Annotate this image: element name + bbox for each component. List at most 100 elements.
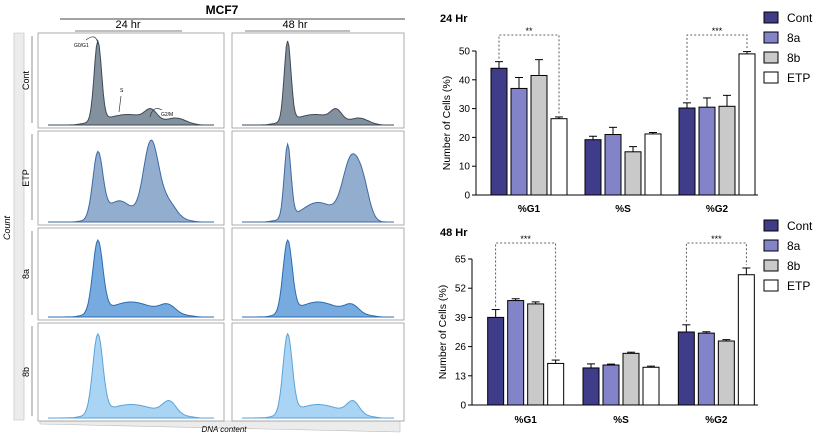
significance-bracket [686,34,748,100]
row-label: 8a [21,269,31,279]
category-label: %S [615,204,631,215]
bar [737,274,755,406]
bar [547,362,565,406]
time-label-24: 24 hr [115,19,140,31]
legend-label: 8b [787,259,801,273]
y-tick-label: 30 [459,104,471,115]
category-label: %G1 [518,204,541,215]
bar-chart-48hr: 48 Hr 0 13 26 39 52 65 Number of Cells (%) %G1 %S… [437,219,813,426]
bar [622,352,640,406]
category-label: %G2 [706,204,729,215]
legend-label: Cont [787,219,813,233]
dna-axis-label: DNA content [201,425,247,434]
histogram-curve [48,39,214,126]
bar [698,106,716,196]
category-label: %G1 [515,415,538,426]
category-label: %G2 [705,415,728,426]
significance-bracket [498,34,560,114]
bar [604,134,622,196]
bar [530,74,548,196]
category-label: %S [613,415,629,426]
histogram-curve [48,139,214,223]
bar-chart-24hr: 24 Hr 0 10 20 30 40 50 Number of Cells (%) %G1 %S… [440,11,813,215]
y-tick-label: 13 [455,371,467,382]
y-tick-label: 10 [459,162,471,173]
phase-label-g2m: G2/M [161,112,173,118]
significance-label: ** [525,26,533,36]
phase-arrow-g0g1 [85,36,99,45]
bar [644,133,662,196]
y-tick-label: 0 [464,191,470,202]
legend-swatch [763,71,779,84]
phase-label-g0g1: G0/G1 [74,43,89,49]
legend-label: 8a [787,31,801,45]
phase-arrow-s [118,95,122,113]
significance-label: *** [520,234,531,244]
histogram-curve [48,332,214,419]
bar [507,300,525,406]
bar [624,151,642,196]
histogram-grid: Cont ETP 8a 8b G0/G1 S G2/M [21,32,405,422]
legend-swatch [763,51,779,64]
histogram-curve [242,238,394,318]
legend-swatch [763,239,779,252]
histogram-panel [37,32,225,129]
bar [510,87,528,196]
bar [677,331,695,406]
phase-arrow-g2m [149,108,163,118]
time-label-48: 48 hr [282,19,307,31]
y-tick-label: 40 [459,75,471,86]
chart-title: 24 Hr [440,13,468,25]
chart-title: 48 Hr [440,227,468,239]
histogram-curve [48,239,214,318]
bar [582,367,600,406]
histogram-panel [231,32,405,129]
bar [487,316,505,406]
significance-bracket [495,242,557,358]
bar [550,118,568,196]
y-tick-label: 20 [459,133,471,144]
count-wedge [13,32,25,421]
phase-label-s: S [120,88,124,94]
legend-label: ETP [787,279,810,293]
bar [678,107,696,196]
legend-swatch [763,219,779,232]
bar [602,364,620,406]
bar [697,332,715,406]
bar [642,366,660,406]
bar [527,303,545,406]
y-tick-label: 65 [455,255,467,266]
legend-swatch [763,11,779,24]
count-axis-label: Count [2,216,12,241]
legend-label: Cont [787,11,813,25]
legend-swatch [763,279,779,292]
y-tick-label: 39 [455,313,467,324]
y-tick-label: 0 [460,401,466,412]
row-label: ETP [21,169,31,187]
y-tick-label: 50 [459,47,471,58]
legend-swatch [763,259,779,272]
bar [718,105,736,196]
row-label: 8b [21,367,31,377]
histogram-curve [242,40,394,126]
histogram-curve [242,332,394,419]
bar [738,53,756,196]
legend-label: 8a [787,239,801,253]
significance-label: *** [711,234,722,244]
significance-bracket [685,242,747,322]
legend-label: 8b [787,51,801,65]
row-label: Cont [21,70,31,90]
y-axis-label: Number of Cells (%) [441,76,453,171]
legend-label: ETP [787,71,810,85]
y-tick-label: 26 [455,342,467,353]
bar [584,139,602,196]
bar [717,340,735,406]
cell-line-title: MCF7 [206,3,239,17]
bar [490,67,508,196]
legend-swatch [763,31,779,44]
y-axis-label: Number of Cells (%) [437,285,449,380]
significance-label: *** [712,26,723,36]
y-tick-label: 52 [455,284,467,295]
histogram-curve [242,142,394,223]
